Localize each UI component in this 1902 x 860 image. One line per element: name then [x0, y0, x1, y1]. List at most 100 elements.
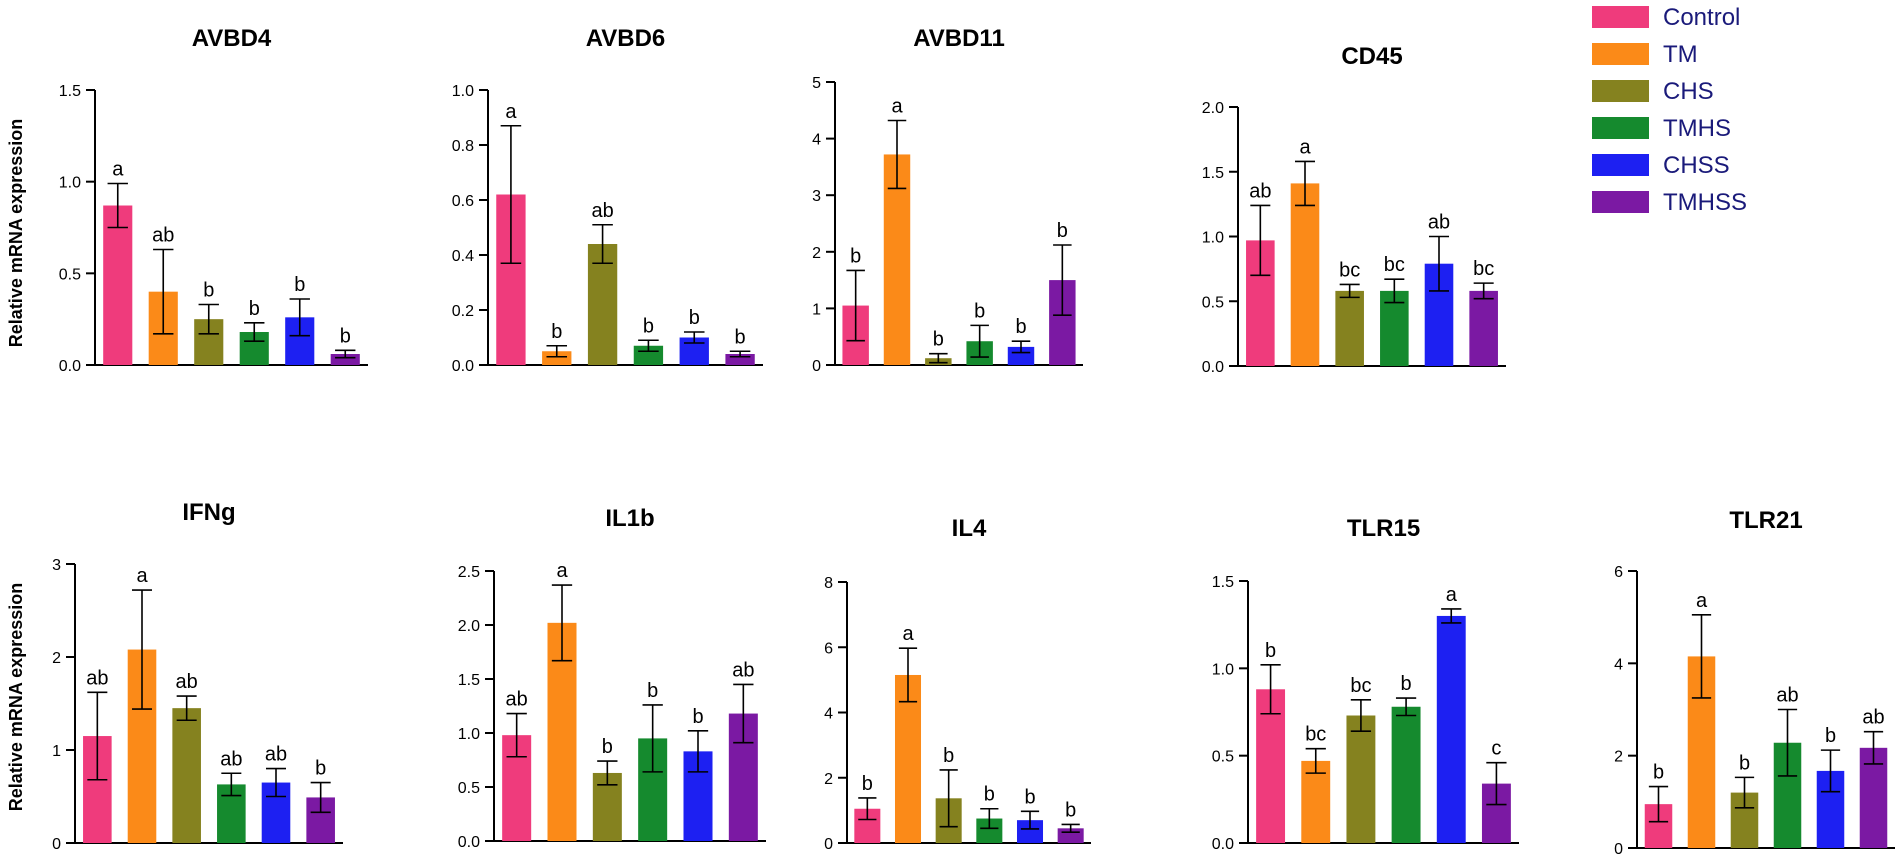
significance-letter: b: [602, 736, 613, 758]
significance-letter: b: [692, 706, 703, 728]
legend-item-tmhs: TMHS: [1592, 115, 1731, 142]
chart-title: TLR21: [1729, 507, 1802, 534]
significance-letter: a: [891, 95, 903, 117]
significance-letter: b: [1401, 673, 1412, 695]
y-tick-label: 8: [824, 575, 833, 592]
significance-letter: b: [249, 298, 260, 320]
significance-letter: b: [984, 784, 995, 806]
legend-swatch: [1592, 154, 1649, 176]
significance-letter: b: [689, 307, 700, 329]
bar-chs: [172, 708, 201, 843]
y-tick-label: 1: [52, 743, 61, 760]
significance-letter: b: [1065, 799, 1076, 821]
significance-letter: b: [974, 300, 985, 322]
significance-letter: c: [1491, 738, 1501, 760]
y-tick-label: 1.5: [1202, 165, 1224, 182]
significance-letter: b: [1825, 725, 1836, 747]
y-tick-label: 0.5: [458, 780, 480, 797]
legend-label: TM: [1663, 41, 1698, 68]
significance-letter: b: [1015, 316, 1026, 338]
y-tick-label: 3: [812, 188, 821, 205]
y-tick-label: 0.0: [452, 358, 474, 375]
significance-letter: b: [294, 274, 305, 296]
significance-letter: b: [643, 315, 654, 337]
bar-tm: [542, 351, 572, 365]
significance-letter: ab: [265, 744, 287, 766]
significance-letter: bc: [1339, 259, 1360, 281]
legend: Control TM CHS TMHS CHSS TMHSS: [1592, 4, 1747, 216]
significance-letter: b: [1739, 752, 1750, 774]
bar-chs: [1346, 715, 1376, 843]
chart-panel-avbd4: AVBD4 0.0 0.5 1.0 1.5 a ab b b b b Relative mRNA ex…: [6, 25, 368, 375]
bar-tmhss: [330, 354, 360, 365]
bar-chs: [587, 244, 618, 365]
significance-letter: b: [1653, 762, 1664, 784]
significance-letter: b: [1024, 786, 1035, 808]
bar-tmhss: [1469, 290, 1498, 366]
legend-label: TMHS: [1663, 115, 1731, 142]
significance-letter: ab: [1776, 685, 1798, 707]
y-tick-label: 0.4: [452, 248, 474, 265]
chart-panel-il4: IL4 0 2 4 6 8 b a b b b b: [824, 515, 1091, 853]
chart-title: AVBD6: [586, 25, 666, 52]
significance-letter: ab: [1862, 707, 1884, 729]
significance-letter: b: [315, 758, 326, 780]
significance-letter: bc: [1473, 258, 1494, 280]
y-tick-label: 0: [812, 358, 821, 375]
y-tick-label: 1.0: [458, 726, 480, 743]
bar-control: [1256, 689, 1286, 843]
significance-letter: bc: [1305, 724, 1326, 746]
legend-label: CHS: [1663, 78, 1714, 105]
y-tick-label: 0: [52, 836, 61, 853]
significance-letter: ab: [220, 748, 242, 770]
legend-label: Control: [1663, 4, 1740, 31]
y-tick-label: 0.8: [452, 138, 474, 155]
y-tick-label: 4: [1614, 656, 1623, 673]
y-tick-label: 5: [812, 75, 821, 92]
y-axis-label: Relative mRNA expression: [6, 583, 26, 811]
significance-letter: a: [1696, 590, 1708, 612]
legend-swatch: [1592, 191, 1649, 213]
y-tick-label: 3: [52, 557, 61, 574]
bar-tm: [1301, 760, 1331, 843]
significance-letter: b: [735, 326, 746, 348]
chart-panel-cd45: CD45 0.0 0.5 1.0 1.5 2.0 ab a bc bc ab bc: [1202, 43, 1506, 376]
y-tick-label: 0.0: [458, 834, 480, 851]
significance-letter: ab: [176, 671, 198, 693]
chart-title: CD45: [1341, 43, 1402, 70]
chart-title: IFNg: [182, 499, 235, 526]
bar-tmhs: [1391, 706, 1421, 843]
significance-letter: a: [902, 623, 914, 645]
bar-chss: [1436, 615, 1466, 843]
chart-title: AVBD4: [192, 25, 272, 52]
y-tick-label: 0.0: [1202, 359, 1224, 376]
legend-item-tm: TM: [1592, 41, 1698, 68]
significance-letter: ab: [152, 225, 174, 247]
y-tick-label: 2.0: [1202, 100, 1224, 117]
chart-panel-ifng: IFNg 0 1 2 3 ab a ab ab ab b Relative mRNA expressi…: [6, 499, 343, 853]
y-tick-label: 2: [824, 771, 833, 788]
significance-letter: b: [551, 321, 562, 343]
legend-item-chss: CHSS: [1592, 152, 1730, 179]
significance-letter: ab: [506, 689, 528, 711]
significance-letter: b: [933, 329, 944, 351]
significance-letter: ab: [732, 659, 754, 681]
significance-letter: ab: [1249, 180, 1271, 202]
y-tick-label: 2.0: [458, 618, 480, 635]
bar-control: [103, 205, 133, 365]
chart-panel-tlr15: TLR15 0.0 0.5 1.0 1.5 b bc bc b a c: [1212, 515, 1519, 853]
legend-item-chs: CHS: [1592, 78, 1714, 105]
bar-tm: [1290, 183, 1320, 366]
y-tick-label: 0.5: [1202, 294, 1224, 311]
y-tick-label: 1.0: [59, 175, 81, 192]
y-tick-label: 0.5: [59, 266, 81, 283]
y-axis-label: Relative mRNA expression: [6, 119, 26, 347]
legend-swatch: [1592, 6, 1649, 28]
y-tick-label: 0.5: [1212, 749, 1234, 766]
y-tick-label: 0.0: [1212, 836, 1234, 853]
y-tick-label: 1.0: [1212, 661, 1234, 678]
